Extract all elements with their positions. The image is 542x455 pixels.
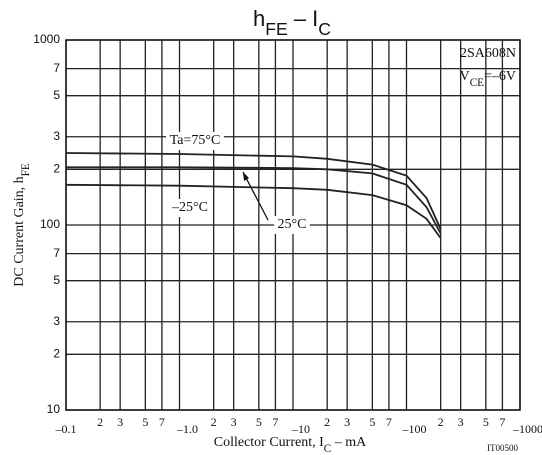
x-tick-label: –10 [291,422,310,436]
y-axis-label: DC Current Gain, hFE [12,163,31,287]
text-part: C [324,443,331,455]
x-tick-label: 5 [256,415,262,429]
x-tick-label: 7 [272,415,278,429]
x-tick-label: 2 [438,415,444,429]
arrowhead [243,172,249,181]
text-part: V [460,69,470,84]
text-part: C [318,19,331,39]
device-label: 2SA608N [460,46,516,61]
y-tick-label: 2 [53,161,60,175]
x-tick-label: 2 [211,415,217,429]
series-label: –25°C [171,200,208,215]
y-tick-label: 7 [53,61,60,75]
x-tick-label: –1000 [512,422,542,436]
x-tick-label: 7 [386,415,392,429]
y-tick-label: 10 [47,402,61,416]
text-part: CE [470,77,484,89]
text-part: =–6V [484,69,516,84]
x-tick-label: –0.1 [55,422,77,436]
text-part: FE [20,163,32,176]
x-tick-label: –100 [402,422,427,436]
x-tick-label: 3 [344,415,350,429]
x-tick-label: 3 [458,415,464,429]
label-bg [274,216,310,234]
x-tick-label: 3 [117,415,123,429]
y-tick-label: 3 [53,129,60,143]
text-part: DC Current Gain, h [12,176,27,286]
plot-border [65,39,521,411]
text-part: – I [288,6,319,31]
text-part: h [253,6,265,31]
y-tick-label: 5 [53,273,60,287]
label-bg [166,132,224,150]
x-tick-label: 3 [231,415,237,429]
y-tick-label: 100 [40,217,60,231]
series-label: Ta=75°C [170,133,221,148]
text-part: Collector Current, I [214,435,324,450]
text-part: – mA [331,435,367,450]
text-part: FE [265,19,287,39]
x-tick-label: 5 [142,415,148,429]
x-tick-label: 7 [499,415,505,429]
x-tick-label: 5 [483,415,489,429]
x-tick-label: 2 [97,415,103,429]
y-tick-label: 2 [53,346,60,360]
label-bg [168,199,212,217]
chart-title: hFE – IC [253,6,331,39]
figure-code: IT00500 [487,443,518,453]
series-line [65,183,442,239]
y-tick-label: 7 [53,246,60,260]
y-tick-label: 3 [53,314,60,328]
x-axis-label: Collector Current, IC – mA [214,435,367,454]
series-line [66,166,442,234]
x-tick-label: 2 [324,415,330,429]
condition-label: VCE=–6V [460,69,516,88]
x-tick-label: –1.0 [176,422,198,436]
series-line [65,152,442,230]
y-tick-label: 5 [53,88,60,102]
series-label: 25°C [278,217,307,232]
y-tick-label: 1000 [33,32,60,46]
arrow [242,171,269,221]
x-tick-label: 7 [159,415,165,429]
x-tick-label: 5 [369,415,375,429]
